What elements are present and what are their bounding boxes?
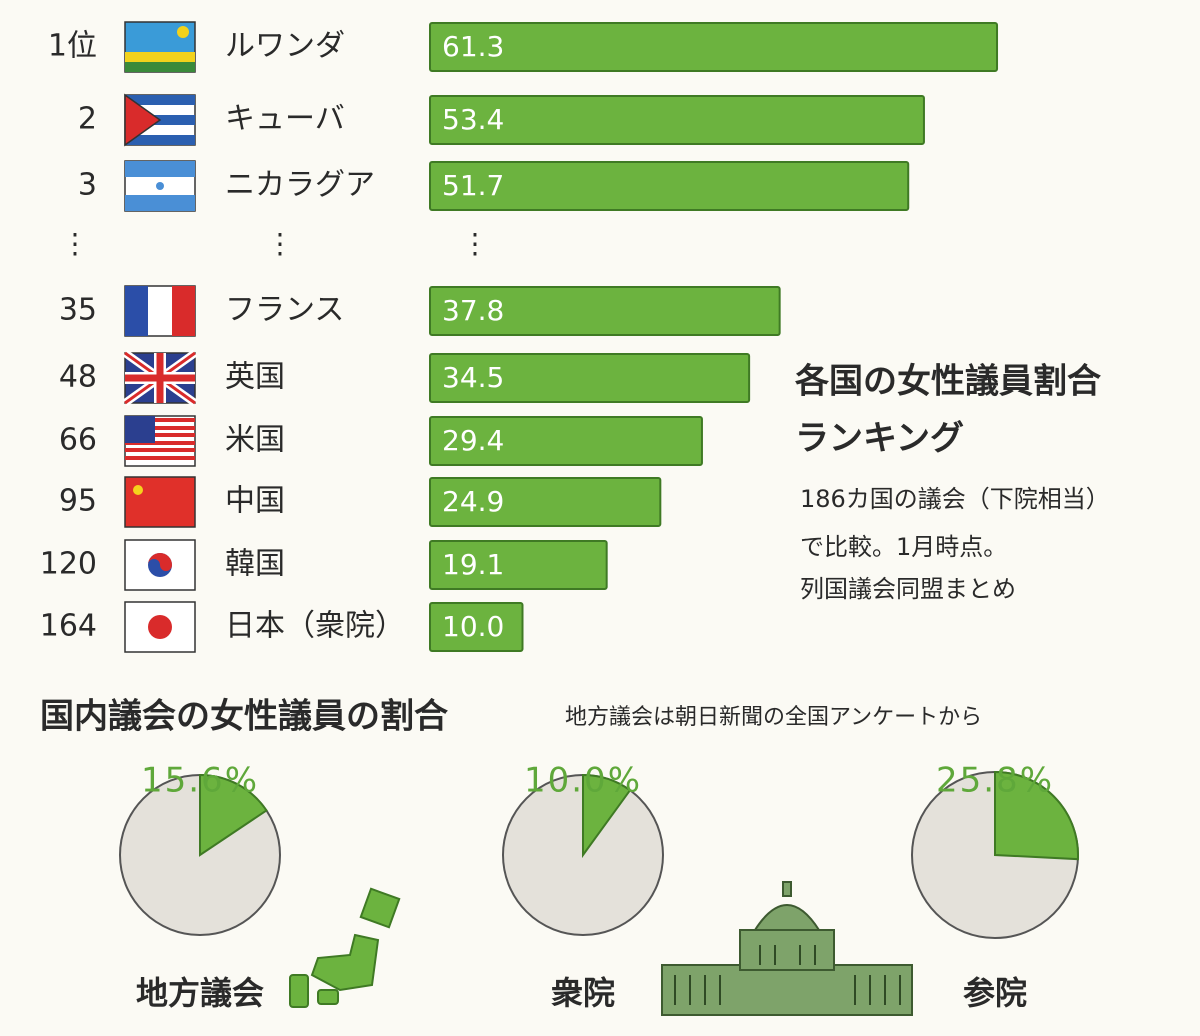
rank-label: 2 [78, 102, 97, 137]
country-label: 米国 [225, 423, 285, 458]
value-label: 24.9 [442, 485, 504, 518]
section-title: 国内議会の女性議員の割合 [40, 697, 448, 737]
section-note: 地方議会は朝日新聞の全国アンケートから [565, 705, 982, 730]
country-label: ニカラグア [225, 168, 375, 203]
ellipsis: ⋮ [461, 227, 489, 260]
rank-label: 3 [78, 168, 97, 203]
country-label: フランス [225, 293, 344, 328]
diet-building [661, 881, 913, 1016]
ranking-subtitle: ランキング [795, 419, 964, 459]
flags [122, 21, 198, 653]
ellipsis: ⋮ [266, 227, 294, 260]
pie-slice [994, 770, 1079, 861]
flag-france [124, 285, 196, 337]
pie-value-label: 15.6% [141, 761, 259, 801]
flag-korea [124, 539, 196, 591]
value-label: 61.3 [442, 30, 504, 63]
flag-japan [124, 601, 196, 653]
value-label: 29.4 [442, 424, 504, 457]
country-label: キューバ [225, 102, 345, 137]
value-label: 37.8 [442, 294, 504, 327]
flag-cuba [124, 93, 196, 147]
country-label: 韓国 [225, 547, 285, 582]
bar [429, 95, 925, 145]
ellipsis: ⋮ [61, 227, 89, 260]
value-label: 51.7 [442, 169, 504, 202]
rank-label: 164 [40, 609, 97, 644]
value-label: 34.5 [442, 361, 504, 394]
bar [429, 416, 703, 466]
ranking-title: 各国の女性議員割合 [795, 362, 1101, 402]
flag-uk [122, 349, 198, 407]
bar [429, 353, 751, 403]
flag-us [124, 415, 196, 467]
pie-slice [199, 773, 268, 857]
value-label: 53.4 [442, 103, 504, 136]
flag-rwanda [124, 21, 196, 73]
rank-label: 120 [40, 547, 97, 582]
value-label: 10.0 [442, 610, 504, 643]
japan-map [289, 887, 401, 1008]
pie-label: 地方議会 [136, 974, 264, 1012]
pie-value-label: 10.0% [524, 761, 642, 801]
bar [429, 540, 608, 590]
country-label: ルワンダ [225, 29, 345, 64]
rank-label: 95 [59, 484, 97, 519]
flag-china [124, 476, 196, 528]
pie-label: 衆院 [551, 974, 615, 1012]
country-label: 英国 [225, 360, 285, 395]
rank-label: 66 [59, 423, 97, 458]
rank-label: 48 [59, 360, 97, 395]
pie-value-label: 25.8% [936, 761, 1054, 801]
pie-label: 参院 [963, 974, 1027, 1012]
country-label: 日本（衆院） [225, 609, 405, 644]
rank-label: 1位 [48, 29, 97, 64]
pie-slice [582, 773, 632, 859]
bar [429, 161, 910, 211]
country-label: 中国 [225, 484, 285, 519]
ranking-note: 列国議会同盟まとめ [800, 575, 1016, 603]
value-label: 19.1 [442, 548, 504, 581]
bar [429, 22, 999, 72]
bar [429, 286, 781, 336]
bar [429, 602, 524, 652]
bar [429, 477, 662, 527]
ranking-note: 186カ国の議会（下院相当） [800, 485, 1110, 513]
flag-nicaragua [124, 160, 196, 212]
rank-label: 35 [59, 293, 97, 328]
ranking-note: で比較。1月時点。 [800, 533, 1007, 561]
